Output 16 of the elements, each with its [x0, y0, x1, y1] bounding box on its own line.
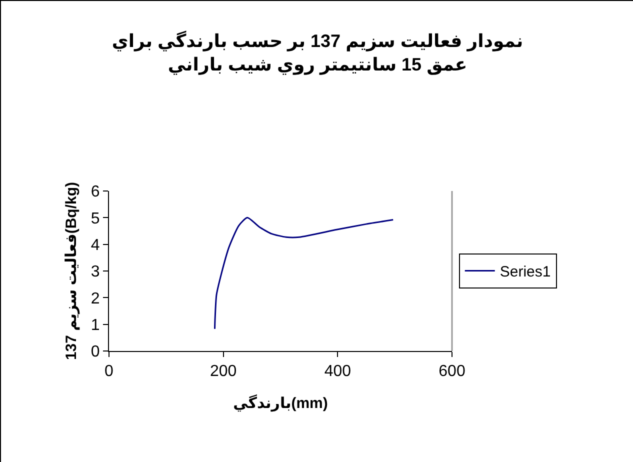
chart-title: نمودار فعاليت سزيم 137 بر حسب بارندگي براي عمق 15 سانتيمتر روي شيب باراني [112, 30, 524, 76]
x-tick-label: 400 [324, 363, 352, 380]
y-tick-label: 3 [90, 264, 100, 281]
x-tick-label: 200 [210, 363, 237, 380]
y-tick-label: 6 [90, 184, 100, 201]
legend-label: Series1 [500, 264, 551, 281]
y-tick-label: 4 [90, 236, 100, 254]
y-tick-label: 0 [90, 344, 100, 361]
x-axis-title: بارندگي(mm) [233, 394, 328, 412]
y-tick-label: 1 [90, 316, 100, 334]
y-axis-title: فعاليت سزيم 137(Bq/kg) [63, 182, 80, 360]
y-tick-label: 5 [90, 210, 100, 228]
y-tick-label: 2 [90, 290, 100, 308]
x-tick-label: 0 [104, 363, 114, 380]
x-tick-label: 600 [438, 363, 466, 380]
line-series [214, 216, 394, 330]
